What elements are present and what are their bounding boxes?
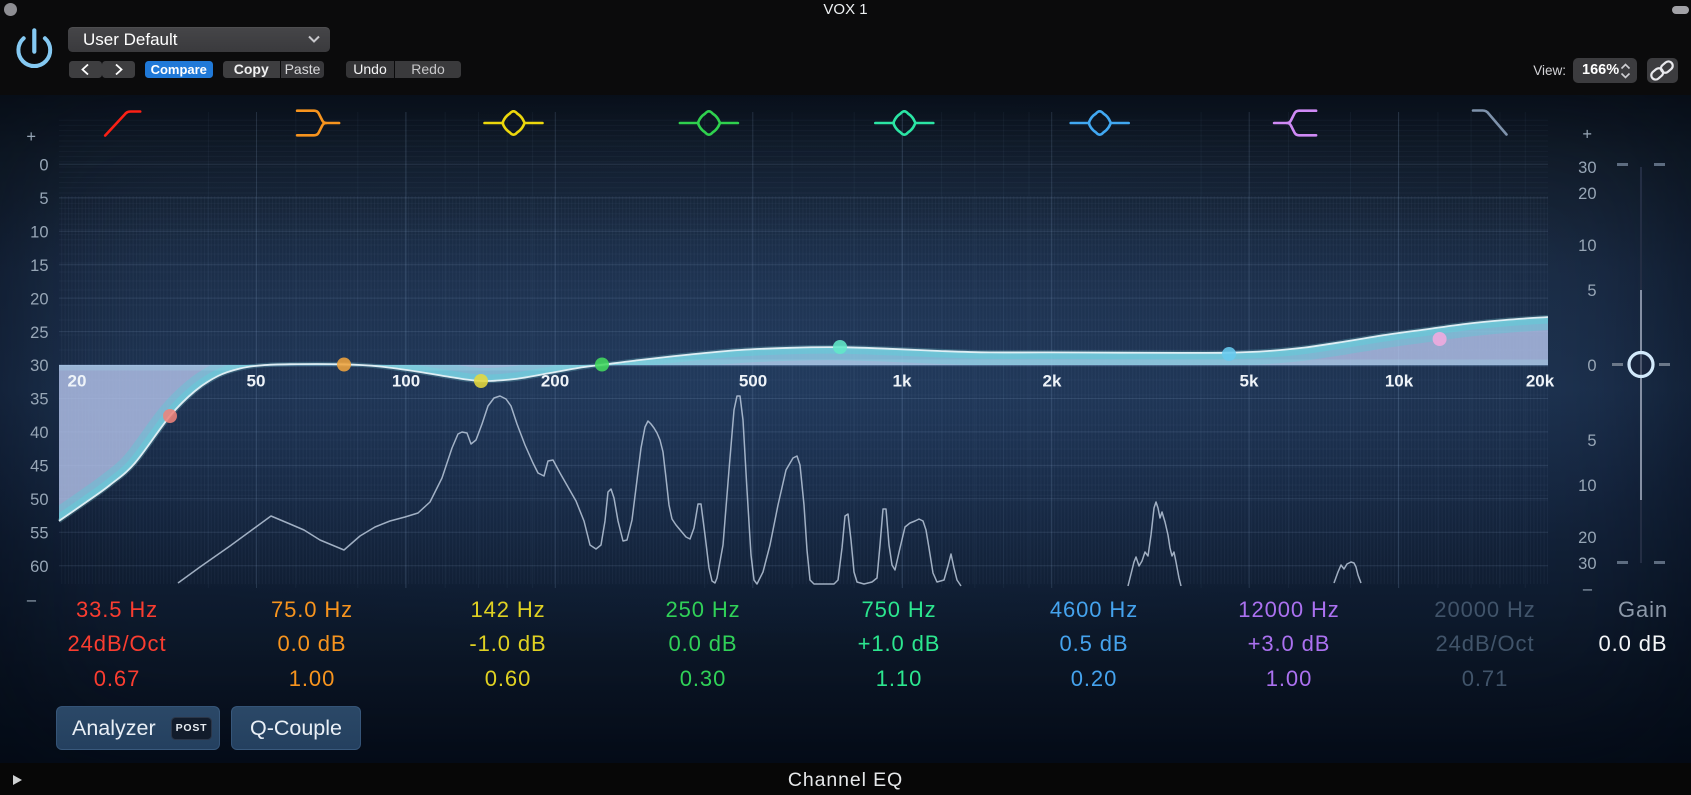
svg-text:50: 50 <box>30 491 48 509</box>
svg-text:0: 0 <box>39 157 48 175</box>
svg-text:20k: 20k <box>1526 372 1555 391</box>
svg-text:5: 5 <box>39 190 48 208</box>
svg-text:35: 35 <box>30 391 48 409</box>
svg-text:60: 60 <box>30 558 48 576</box>
svg-text:2k: 2k <box>1043 372 1062 391</box>
svg-text:15: 15 <box>30 257 48 275</box>
svg-text:5: 5 <box>1587 432 1596 450</box>
svg-text:500: 500 <box>739 372 767 391</box>
svg-text:10k: 10k <box>1385 372 1414 391</box>
svg-text:10: 10 <box>1578 237 1596 255</box>
svg-text:30: 30 <box>1578 159 1596 177</box>
svg-text:10: 10 <box>1578 477 1596 495</box>
svg-text:25: 25 <box>30 324 48 342</box>
svg-text:–: – <box>1583 580 1593 598</box>
svg-text:20: 20 <box>30 290 48 308</box>
svg-text:40: 40 <box>30 424 48 442</box>
svg-text:55: 55 <box>30 525 48 543</box>
svg-text:45: 45 <box>30 458 48 476</box>
svg-text:+: + <box>26 128 36 146</box>
svg-text:0: 0 <box>1587 357 1596 375</box>
svg-text:30: 30 <box>1578 555 1596 573</box>
svg-text:+: + <box>1582 126 1592 144</box>
svg-text:30: 30 <box>30 357 48 375</box>
svg-text:20: 20 <box>1578 185 1596 203</box>
svg-text:–: – <box>27 591 37 609</box>
svg-text:5k: 5k <box>1240 372 1259 391</box>
svg-text:20: 20 <box>68 372 87 391</box>
svg-text:5: 5 <box>1587 282 1596 300</box>
svg-text:50: 50 <box>247 372 266 391</box>
svg-text:200: 200 <box>541 372 569 391</box>
svg-text:100: 100 <box>392 372 420 391</box>
svg-text:10: 10 <box>30 223 48 241</box>
svg-text:20: 20 <box>1578 529 1596 547</box>
svg-text:1k: 1k <box>893 372 912 391</box>
